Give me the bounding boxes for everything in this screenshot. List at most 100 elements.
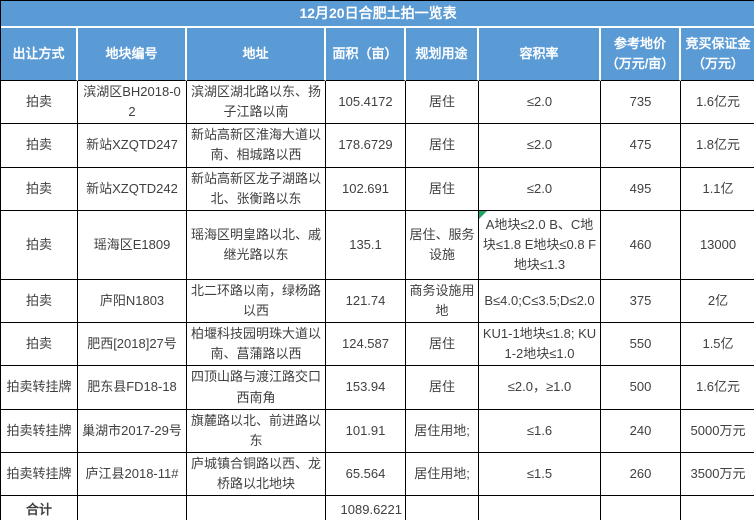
col-header-planned-use: 规划用途 (406, 28, 479, 81)
cell-reference-price: 500 (601, 366, 681, 410)
cell-usage: 居住 (406, 124, 479, 168)
cell-address: 庐城镇合铜路以西、龙桥路以北地块 (187, 452, 326, 497)
cell-reference-price: 260 (601, 452, 681, 497)
total-empty-address (187, 496, 326, 520)
cell-method: 拍卖 (1, 81, 78, 125)
table-row: 拍卖 瑶海区E1809 瑶海区明皇路以北、戚继光路以东 135.1 居住、服务设… (1, 210, 754, 280)
cell-plot-ratio: ≤2.0，≥1.0 (479, 366, 601, 410)
cell-address: 北二环路以南，绿杨路以西 (187, 279, 326, 324)
comment-marker-icon (479, 210, 487, 219)
cell-method: 拍卖转挂牌 (1, 452, 78, 497)
table-row: 拍卖 新站XZQTD247 新站高新区淮海大道以南、相城路以西 178.6729… (1, 124, 754, 168)
cell-area: 105.4172 (326, 81, 406, 125)
cell-area: 124.587 (326, 323, 406, 367)
cell-reference-price: 475 (601, 124, 681, 168)
cell-plot-number: 肥东县FD18-18 (78, 366, 187, 410)
cell-deposit: 13000 (681, 211, 754, 280)
cell-reference-price: 495 (601, 167, 681, 211)
total-row: 合计 1089.6221 (1, 496, 754, 520)
cell-area: 135.1 (326, 210, 406, 280)
col-header-deposit-line1: 竞买保证金 (685, 35, 751, 51)
cell-area: 65.564 (326, 452, 406, 497)
total-empty-reference-price (601, 496, 681, 520)
cell-area: 121.74 (326, 279, 406, 324)
cell-plot-number: 庐江县2018-11# (78, 452, 187, 497)
col-header-plot-number: 地块编号 (78, 28, 187, 81)
table-title: 12月20日合肥土拍一览表 (1, 1, 754, 28)
cell-deposit: 1.6亿元 (681, 81, 754, 125)
cell-area: 178.6729 (326, 124, 406, 168)
cell-plot-number: 巢湖市2017-29号 (78, 409, 187, 453)
col-header-address: 地址 (187, 28, 326, 81)
col-header-transfer-method: 出让方式 (1, 28, 78, 81)
cell-deposit: 1.5亿 (681, 323, 754, 367)
col-header-plot-ratio: 容积率 (479, 28, 601, 81)
cell-plot-ratio: B≤4.0;C≤3.5;D≤2.0 (479, 279, 601, 324)
table-row: 拍卖 庐阳N1803 北二环路以南，绿杨路以西 121.74 商务设施用地 B≤… (1, 279, 754, 324)
cell-deposit: 1.8亿元 (681, 124, 754, 168)
cell-usage: 居住 (406, 323, 479, 367)
cell-method: 拍卖 (1, 323, 78, 367)
total-area-value: 1089.6221 (326, 496, 406, 520)
total-empty-plot-ratio (479, 496, 601, 520)
cell-reference-price: 375 (601, 279, 681, 324)
cell-plot-ratio-text: A地块≤2.0 B、C地块≤1.8 E地块≤0.8 F地块≤1.3 (482, 216, 597, 272)
table-row: 拍卖转挂牌 肥东县FD18-18 四顶山路与渡江路交口西南角 153.94 居住… (1, 366, 754, 410)
cell-address: 旗麓路以北、前进路以东 (187, 409, 326, 453)
cell-method: 拍卖 (1, 124, 78, 168)
cell-plot-ratio: ≤1.6 (479, 409, 601, 453)
table-row: 拍卖转挂牌 巢湖市2017-29号 旗麓路以北、前进路以东 101.91 居住用… (1, 409, 754, 453)
col-header-deposit-line2: （万元） (692, 56, 745, 71)
cell-deposit: 1.6亿元 (681, 366, 754, 410)
cell-usage: 商务设施用地 (406, 279, 479, 324)
cell-method: 拍卖转挂牌 (1, 366, 78, 410)
total-label: 合计 (1, 496, 78, 520)
cell-usage: 居住 (406, 167, 479, 211)
cell-plot-ratio: ≤2.0 (479, 81, 601, 125)
cell-reference-price: 240 (601, 409, 681, 453)
cell-plot-ratio: ≤1.5 (479, 452, 601, 497)
cell-address: 新站高新区淮海大道以南、相城路以西 (187, 124, 326, 168)
col-header-deposit: 竞买保证金 （万元） (681, 28, 754, 81)
col-header-reference-price: 参考地价 （万元/亩） (601, 28, 681, 81)
cell-plot-number: 新站XZQTD242 (78, 167, 187, 211)
col-header-reference-price-line2: （万元/亩） (605, 56, 675, 71)
col-header-reference-price-line1: 参考地价 (613, 35, 666, 51)
cell-plot-ratio: A地块≤2.0 B、C地块≤1.8 E地块≤0.8 F地块≤1.3 (479, 210, 601, 280)
cell-usage: 居住用地; (406, 452, 479, 497)
cell-deposit: 5000万元 (681, 410, 754, 453)
cell-plot-number: 瑶海区E1809 (78, 210, 187, 280)
cell-usage: 居住 (406, 81, 479, 125)
cell-address: 瑶海区明皇路以北、戚继光路以东 (187, 210, 326, 280)
cell-deposit: 1.1亿 (681, 168, 754, 211)
cell-reference-price: 735 (601, 81, 681, 125)
cell-plot-ratio: ≤2.0 (479, 124, 601, 168)
table-row: 拍卖转挂牌 庐江县2018-11# 庐城镇合铜路以西、龙桥路以北地块 65.56… (1, 452, 754, 497)
cell-plot-ratio: ≤2.0 (479, 167, 601, 211)
cell-deposit: 3500万元 (681, 453, 754, 497)
table-row: 拍卖 新站XZQTD242 新站高新区龙子湖路以北、张衡路以东 102.691 … (1, 167, 754, 211)
cell-address: 柏堰科技园明珠大道以南、菖蒲路以西 (187, 323, 326, 367)
cell-usage: 居住、服务设施 (406, 210, 479, 280)
cell-reference-price: 460 (601, 210, 681, 280)
cell-plot-number: 新站XZQTD247 (78, 124, 187, 168)
cell-address: 新站高新区龙子湖路以北、张衡路以东 (187, 167, 326, 211)
cell-method: 拍卖 (1, 167, 78, 211)
cell-plot-number: 庐阳N1803 (78, 279, 187, 324)
cell-usage: 居住用地; (406, 409, 479, 453)
cell-plot-ratio: KU1-1地块≤1.8; KU1-2地块≤1.0 (479, 323, 601, 367)
cell-reference-price: 550 (601, 323, 681, 367)
total-empty-usage (406, 496, 479, 520)
cell-method: 拍卖转挂牌 (1, 409, 78, 453)
cell-address: 滨湖区湖北路以东、扬子江路以南 (187, 81, 326, 125)
cell-area: 102.691 (326, 167, 406, 211)
total-empty-deposit (681, 496, 754, 520)
cell-plot-number: 肥西[2018]27号 (78, 323, 187, 367)
cell-plot-number: 滨湖区BH2018-02 (78, 81, 187, 125)
col-header-area: 面积（亩） (326, 28, 406, 81)
total-empty-plot-number (78, 496, 187, 520)
cell-method: 拍卖 (1, 210, 78, 280)
table-row: 拍卖 肥西[2018]27号 柏堰科技园明珠大道以南、菖蒲路以西 124.587… (1, 323, 754, 367)
